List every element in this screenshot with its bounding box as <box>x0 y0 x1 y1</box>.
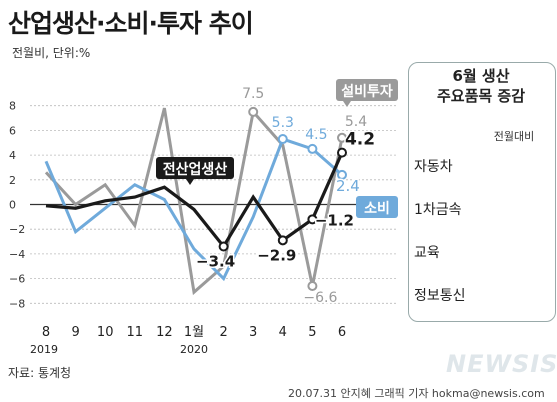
legend-label-consumption: 소비 <box>364 201 390 217</box>
data-label: −3.4 <box>196 252 235 270</box>
y-tick-label: 6 <box>9 124 16 137</box>
data-point-marker <box>277 235 288 246</box>
legend-label-investment-bg <box>336 79 398 101</box>
data-point-marker <box>307 143 318 154</box>
y-tick-label: −8 <box>9 297 25 310</box>
side-panel-title: 6월 생산 주요품목 증감 <box>414 66 548 106</box>
side-item-label-metal: 1차금속 <box>414 202 462 218</box>
year-label: 2019 <box>30 343 58 356</box>
data-label: 7.5 <box>242 86 264 102</box>
x-tick-label: 12 <box>156 325 173 340</box>
year-label: 2020 <box>180 343 208 356</box>
x-tick-label: 2 <box>219 325 227 340</box>
y-tick-label: −4 <box>9 248 25 261</box>
legend-label-production: 전산업생산 <box>163 161 228 178</box>
side-panel <box>408 62 556 322</box>
side-panel-title-line2: 주요품목 증감 <box>436 87 526 105</box>
x-tick-label: 9 <box>71 325 79 340</box>
data-label: −1.2 <box>315 211 354 229</box>
y-tick-label: 0 <box>9 199 16 212</box>
y-tick-label: −6 <box>9 273 25 286</box>
side-item-label-it: 정보통신 <box>414 288 466 304</box>
side-panel-title-line1: 6월 생산 <box>452 67 510 85</box>
source-note: 자료: 통계청 <box>8 366 72 380</box>
y-tick-label: 8 <box>9 100 16 113</box>
chart-subtitle: 전월비, 단위:% <box>12 46 91 60</box>
y-tick-label: 4 <box>9 149 16 162</box>
page-title: 산업생산·소비·투자 추이 <box>8 9 254 38</box>
data-point-marker <box>307 281 318 292</box>
x-tick-label: 4 <box>279 325 287 340</box>
data-label: 2.4 <box>336 177 360 195</box>
data-point-marker <box>248 106 259 117</box>
x-tick-label: 6 <box>338 325 346 340</box>
data-point-marker <box>337 132 347 143</box>
data-point-marker <box>307 214 318 225</box>
side-item-label-education: 교육 <box>414 245 440 261</box>
watermark-logo: NEWSIS <box>446 350 557 378</box>
data-label: 4.2 <box>345 130 375 150</box>
series-line <box>44 137 343 282</box>
legend-pointer <box>186 179 194 185</box>
data-point-marker <box>337 147 347 158</box>
data-point-marker <box>218 241 229 252</box>
x-tick-label: 8 <box>42 325 50 340</box>
data-point-marker <box>277 134 288 145</box>
legend-label-consumption-bg <box>356 196 398 218</box>
side-item-label-car: 자동차 <box>414 159 453 175</box>
y-tick-label: 2 <box>9 174 16 187</box>
data-label: 5.4 <box>345 114 367 130</box>
data-label: −6.6 <box>303 290 337 306</box>
data-label: 5.3 <box>272 115 294 131</box>
legend-label-production-bg <box>156 157 234 179</box>
x-tick-label: 1월 <box>184 325 204 340</box>
y-tick-label: −2 <box>9 223 25 236</box>
series-line <box>44 107 344 296</box>
series-line <box>45 151 344 250</box>
x-tick-label: 5 <box>308 325 316 340</box>
credit-line: 20.07.31 안지혜 그래픽 기자 hokma@newsis.com <box>288 387 545 400</box>
legend-label-investment: 설비투자 <box>341 84 393 100</box>
x-tick-label: 10 <box>97 325 114 340</box>
data-point-marker <box>337 169 347 180</box>
side-panel-column-header: 전월대비 <box>493 130 535 143</box>
legend-pointer <box>343 101 351 107</box>
x-tick-label: 11 <box>127 325 144 340</box>
data-label: −2.9 <box>257 246 296 264</box>
x-tick-label: 3 <box>249 325 257 340</box>
data-label: 4.5 <box>305 127 327 143</box>
